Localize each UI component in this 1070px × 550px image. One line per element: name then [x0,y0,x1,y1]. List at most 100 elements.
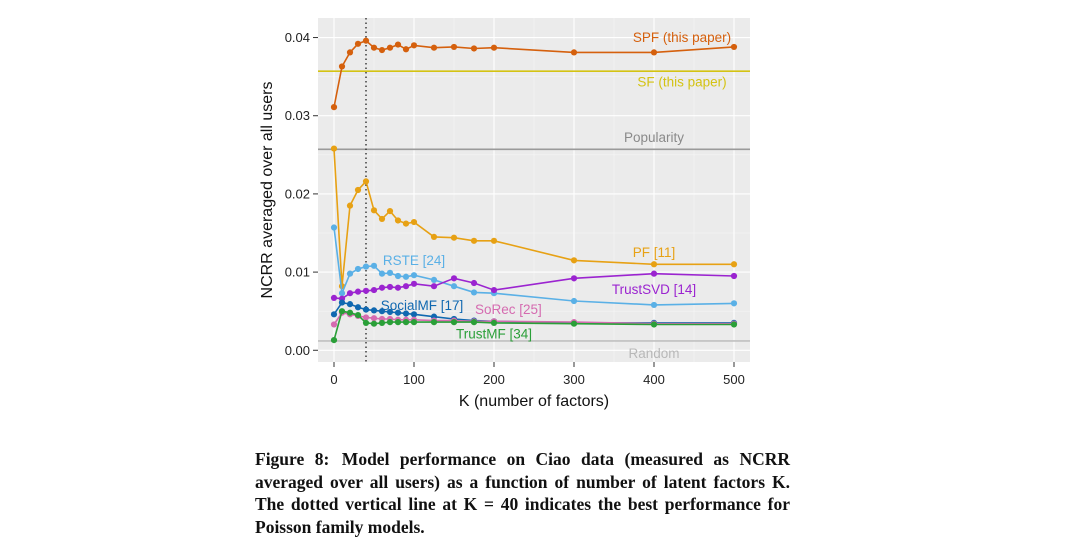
data-point-trustmf-34 [362,319,370,327]
data-point-trustsvd-14 [378,284,386,291]
x-tick-label: 100 [403,372,425,387]
y-tick-label: 0.04 [285,30,310,45]
axes: 0 100 200 300 400 500 0.00 0.01 0.02 0.03 0.04 [285,30,745,387]
data-point-trustsvd-14 [354,288,362,295]
data-point-trustmf-34 [378,319,386,327]
series-label: SoRec [25] [475,302,542,317]
data-point-pf-11 [402,220,410,227]
data-point-trustsvd-14 [394,284,402,291]
x-tick-label: 500 [723,372,745,387]
data-point-trustsvd-14 [430,283,438,290]
x-axis-title: K (number of factors) [459,393,609,410]
data-point-pf-11 [386,208,394,215]
data-point-rste-24 [730,300,738,307]
data-point-rste-24 [410,272,418,279]
grid [318,18,750,362]
data-point-spf-this-paper [490,44,498,51]
data-point-rste-24 [394,272,402,280]
y-axis-title: NCRR averaged over all users [259,82,276,299]
caption-label: Figure 8: [255,449,330,469]
data-point-spf-this-paper [346,49,354,56]
data-point-socialmf-17 [402,310,410,317]
series-label: PF [11] [633,245,676,260]
data-point-trustmf-34 [338,308,346,315]
data-point-trustmf-34 [730,321,738,328]
data-point-spf-this-paper [370,44,378,51]
data-point-spf-this-paper [410,42,418,49]
data-point-trustmf-34 [650,321,658,328]
data-point-pf-11 [570,257,578,264]
data-point-socialmf-17 [362,306,370,313]
data-point-rste-24 [378,270,386,277]
caption-text: Model performance on Ciao data (measured… [255,449,790,537]
data-point-rste-24 [450,283,458,290]
data-point-sorec-25 [370,315,378,322]
data-point-rste-24 [370,262,378,269]
data-point-spf-this-paper [338,63,346,70]
y-tick-label: 0.03 [285,108,310,123]
data-point-trustmf-34 [402,319,410,326]
y-tick-label: 0.02 [285,186,310,201]
data-point-rste-24 [330,224,338,231]
data-point-trustmf-34 [370,320,378,327]
data-point-trustsvd-14 [362,287,370,294]
data-point-pf-11 [378,215,386,223]
data-point-spf-this-paper [570,49,578,56]
data-point-rste-24 [470,289,478,296]
data-point-rste-24 [402,273,410,280]
data-point-rste-24 [354,265,362,273]
data-point-rste-24 [650,301,658,309]
data-point-spf-this-paper [450,43,458,51]
data-point-trustmf-34 [386,319,394,326]
x-tick-label: 400 [643,372,665,387]
data-point-spf-this-paper [378,46,386,54]
data-point-rste-24 [570,297,578,305]
data-point-spf-this-paper [386,44,394,51]
data-point-rste-24 [362,263,370,270]
series-label: TrustSVD [14] [612,282,696,297]
data-point-socialmf-17 [378,308,386,315]
data-point-trustmf-34 [394,319,402,326]
data-point-pf-11 [354,186,362,194]
data-point-spf-this-paper [394,41,402,48]
data-point-pf-11 [346,202,354,209]
data-point-trustmf-34 [410,319,418,326]
series-label: SocialMF [17] [381,298,464,313]
data-point-sorec-25 [330,321,338,328]
data-point-socialmf-17 [354,304,362,311]
data-point-trustsvd-14 [450,275,458,282]
data-point-trustsvd-14 [470,279,478,287]
series-labels: SPF (this paper) SF (this paper) Popularit… [381,30,731,361]
ncrr-line-chart: SPF (this paper) SF (this paper) Popularit… [259,18,750,410]
data-point-spf-this-paper [650,49,658,56]
data-point-socialmf-17 [370,307,378,314]
series-rste-24 [330,224,738,309]
x-tick-label: 0 [330,372,337,387]
data-point-pf-11 [410,218,418,226]
data-point-trustmf-34 [570,320,578,327]
figure-caption: Figure 8: Model performance on Ciao data… [255,448,790,538]
data-point-trustsvd-14 [490,286,498,294]
data-point-trustsvd-14 [386,283,394,291]
data-point-pf-11 [730,261,738,268]
data-point-trustsvd-14 [370,286,378,294]
data-point-spf-this-paper [354,40,362,47]
series-label: SF (this paper) [637,75,726,90]
data-point-rste-24 [386,269,394,276]
data-point-spf-this-paper [402,46,410,53]
series-label: Popularity [624,130,684,145]
series-label: RSTE [24] [383,253,445,268]
data-point-pf-11 [470,237,478,244]
data-point-pf-11 [362,178,370,185]
series-lines [330,37,738,344]
series-label: Random [628,346,679,361]
data-point-spf-this-paper [430,44,438,51]
data-point-trustmf-34 [330,337,338,344]
data-point-trustsvd-14 [570,275,578,282]
data-point-pf-11 [330,145,338,152]
data-point-spf-this-paper [730,43,738,51]
data-point-rste-24 [338,290,346,297]
data-point-socialmf-17 [410,311,418,318]
reference-lines [318,18,750,362]
series-label: TrustMF [34] [456,326,532,341]
